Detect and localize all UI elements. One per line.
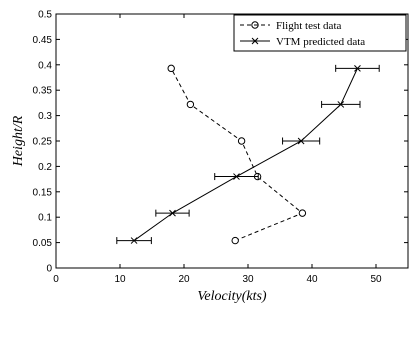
y-tick-label: 0.1 (38, 213, 52, 224)
x-tick-label: 0 (53, 274, 59, 285)
data-point (237, 137, 246, 145)
plot-area (55, 13, 409, 269)
legend-label-vtm: VTM predicted data (276, 36, 365, 48)
series-layer (116, 64, 380, 245)
x-tick-label: 10 (114, 274, 126, 285)
axis-ticks: 0 10 20 30 40 50 0 0.05 0.1 0.15 0.2 0.25 0.3 0.35 0.4… (33, 10, 408, 285)
data-point (337, 101, 345, 108)
data-point (231, 236, 239, 245)
series-line-1 (133, 68, 358, 241)
legend-marker-flight (251, 21, 259, 29)
series-line-0 (170, 68, 304, 242)
legend-box (233, 14, 407, 52)
data-point (130, 237, 138, 244)
y-tick-label: 0.3 (38, 111, 52, 122)
y-tick-label: 0.2 (38, 162, 52, 173)
x-tick-label: 30 (242, 274, 254, 285)
y-tick-label: 0.05 (33, 238, 53, 249)
data-point (233, 173, 240, 180)
data-point (186, 100, 195, 109)
y-tick-label: 0.45 (33, 35, 53, 46)
data-point (169, 209, 176, 217)
data-point (167, 64, 175, 73)
x-axis-title: Velocity(kts) (197, 289, 267, 304)
legend-marker-vtm (251, 37, 259, 45)
data-point (354, 65, 361, 72)
x-tick-label: 50 (370, 274, 382, 285)
y-tick-label: 0 (46, 264, 52, 275)
y-tick-label: 0.4 (38, 60, 52, 71)
y-tick-label: 0.25 (33, 137, 53, 148)
legend: Flight test data VTM predicted data (233, 14, 407, 52)
data-point (297, 137, 305, 145)
y-axis-title: Height/R (11, 115, 26, 167)
y-tick-label: 0.15 (33, 187, 53, 198)
x-tick-label: 40 (306, 274, 318, 285)
x-tick-label: 20 (178, 274, 190, 285)
y-tick-label: 0.35 (33, 86, 53, 97)
y-tick-label: 0.5 (38, 10, 52, 21)
legend-label-flight: Flight test data (276, 20, 342, 32)
data-point (298, 209, 307, 217)
